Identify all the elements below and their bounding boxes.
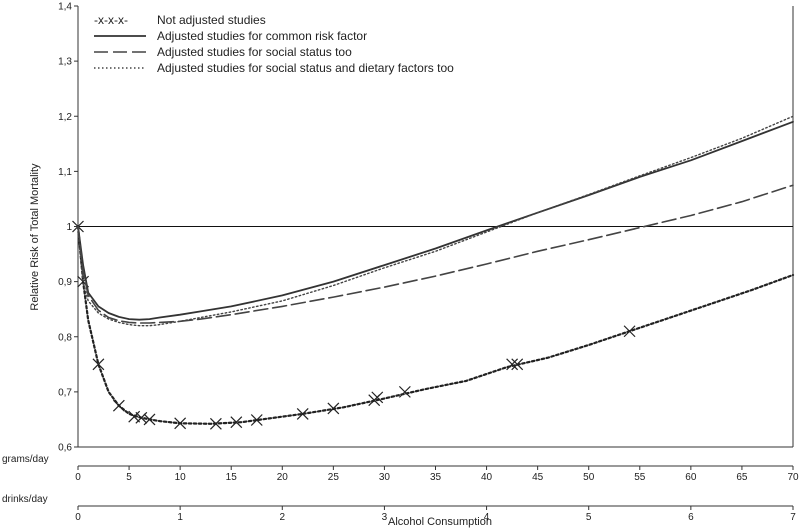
x-tick-label: 55 xyxy=(634,472,646,483)
x-tick-label: 15 xyxy=(226,472,238,483)
x-marker-stroke xyxy=(511,358,524,371)
x-tick-label: 2 xyxy=(280,512,286,523)
x-tick-label: 3 xyxy=(382,512,388,523)
x-tick-label: 6 xyxy=(688,512,694,523)
x-tick-label: 50 xyxy=(583,472,595,483)
x-marker xyxy=(143,413,156,426)
x-axis-title: Alcohol Consumption xyxy=(388,516,492,528)
x-marker xyxy=(209,417,222,430)
x-tick-label: 25 xyxy=(328,472,340,483)
x-marker-stroke xyxy=(128,410,141,423)
y-tick-label: 0,6 xyxy=(58,443,72,454)
series-line-4 xyxy=(77,115,794,327)
legend-entry-1: Not adjusted studies xyxy=(157,13,266,27)
y-tick-label: 0,8 xyxy=(58,332,72,343)
series-line-1 xyxy=(76,225,795,425)
x-tick-label: 0 xyxy=(75,512,81,523)
x-tick-label: 40 xyxy=(481,472,493,483)
x-marker-stroke xyxy=(250,414,263,426)
x-marker xyxy=(230,416,243,429)
x-marker xyxy=(112,399,125,412)
legend: -x-x-x- Not adjusted studies Adjusted stud… xyxy=(94,13,454,75)
legend-entry-3: Adjusted studies for social status too xyxy=(157,45,352,59)
y-axis-title: Relative Risk of Total Mortality xyxy=(29,163,41,311)
x-marker xyxy=(296,408,309,420)
legend-marker-text: -x-x-x- xyxy=(94,13,128,27)
x-marker xyxy=(398,385,411,398)
x-tick-label: 20 xyxy=(277,472,289,483)
x-marker xyxy=(174,417,187,430)
x-marker xyxy=(128,410,141,423)
y-tick-label: 1,2 xyxy=(58,112,72,123)
y-tick-label: 1,3 xyxy=(58,57,72,68)
x-row-label: drinks/day xyxy=(2,494,48,505)
x-marker-stroke xyxy=(296,408,309,420)
x-marker xyxy=(327,402,340,415)
x-marker xyxy=(250,414,263,426)
x-marker-stroke xyxy=(174,417,187,430)
x-tick-label: 0 xyxy=(75,472,81,483)
x-tick-label: 65 xyxy=(736,472,748,483)
x-marker xyxy=(623,325,636,338)
series-layer xyxy=(72,115,795,430)
y-axis-ticks: 0,6 0,7 0,8 0,9 1 1,1 1,2 1,3 1,4 xyxy=(58,2,78,454)
x-tick-label: 1 xyxy=(177,512,183,523)
x-tick-label: 30 xyxy=(379,472,391,483)
x-marker xyxy=(506,358,519,371)
x-row-label: grams/day xyxy=(2,454,49,465)
x-marker-stroke xyxy=(112,399,125,412)
y-tick-label: 0,9 xyxy=(58,277,72,288)
x-tick-label: 60 xyxy=(685,472,697,483)
x-marker-stroke xyxy=(506,358,519,371)
x-tick-label: 35 xyxy=(430,472,442,483)
x-marker-stroke xyxy=(371,391,384,404)
x-marker-stroke xyxy=(209,417,222,430)
x-tick-label: 7 xyxy=(790,512,796,523)
x-tick-label: 5 xyxy=(126,472,132,483)
y-tick-label: 1,1 xyxy=(58,167,72,178)
legend-entry-2: Adjusted studies for common risk factor xyxy=(157,29,367,43)
x-marker xyxy=(92,358,105,371)
x-marker-stroke xyxy=(92,358,105,371)
y-tick-label: 1,4 xyxy=(58,2,72,13)
legend-entry-4: Adjusted studies for social status and d… xyxy=(157,61,454,75)
x-tick-label: 70 xyxy=(787,472,799,483)
x-tick-label: 10 xyxy=(175,472,187,483)
x-tick-label: 5 xyxy=(586,512,592,523)
x-marker-stroke xyxy=(327,402,340,415)
x-marker-stroke xyxy=(143,413,156,426)
x-marker-stroke xyxy=(398,385,411,398)
series-line-2 xyxy=(77,120,794,321)
x-tick-label: 45 xyxy=(532,472,544,483)
x-marker xyxy=(371,391,384,404)
x-tick-label: 4 xyxy=(484,512,490,523)
x-marker-stroke xyxy=(230,416,243,429)
series-line-3 xyxy=(77,184,794,324)
y-tick-label: 1 xyxy=(66,222,72,233)
x-marker xyxy=(511,358,524,371)
x-marker-stroke xyxy=(623,325,636,338)
y-tick-label: 0,7 xyxy=(58,387,72,398)
